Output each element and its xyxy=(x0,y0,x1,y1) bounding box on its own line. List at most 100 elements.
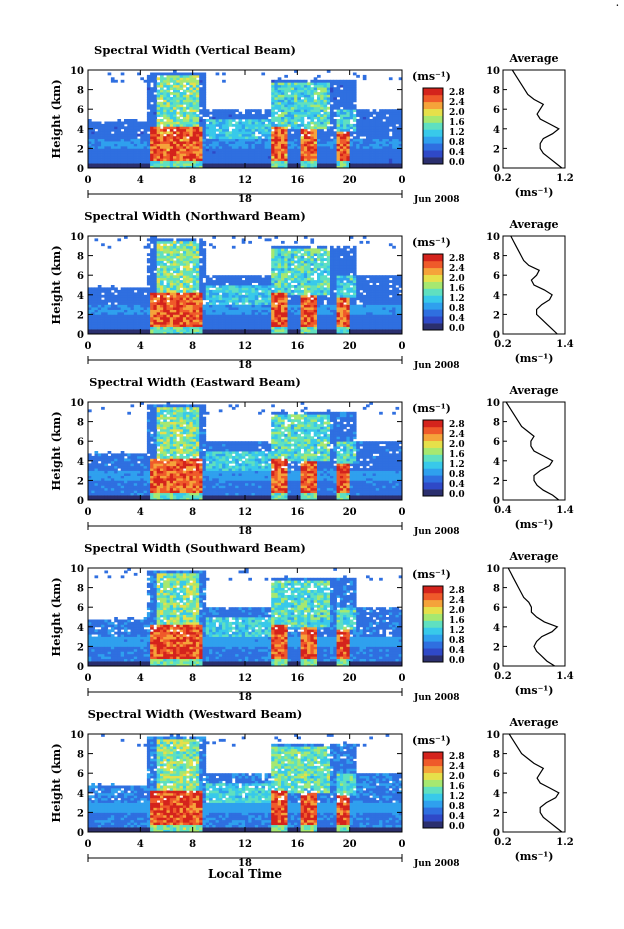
heatmap-cell xyxy=(169,77,174,81)
heatmap-cell xyxy=(97,131,102,135)
heatmap-cell xyxy=(182,160,187,164)
heatmap-cell xyxy=(117,314,122,318)
heatmap-cell xyxy=(343,106,347,110)
heatmap-cell xyxy=(101,299,105,303)
heatmap-cell xyxy=(258,116,262,120)
heatmap-cell xyxy=(130,121,135,125)
heatmap-cell xyxy=(150,119,154,122)
heatmap-cell xyxy=(101,329,105,332)
heatmap-cell xyxy=(150,267,154,271)
heatmap-cell xyxy=(326,270,331,274)
heatmap-cell xyxy=(166,155,171,159)
heatmap-cell xyxy=(173,311,177,315)
heatmap-cell xyxy=(153,84,158,88)
heatmap-cell xyxy=(179,126,184,130)
heatmap-cell xyxy=(88,304,92,308)
heatmap-cell xyxy=(117,145,122,149)
heatmap-cell xyxy=(182,260,187,264)
heatmap-cell xyxy=(274,119,279,122)
heatmap-cell xyxy=(238,309,243,313)
heatmap-cell xyxy=(137,321,141,325)
heatmap-cell xyxy=(303,302,308,305)
heatmap-cell xyxy=(97,324,102,328)
heatmap-cell xyxy=(209,116,213,120)
heatmap-cell xyxy=(248,240,252,244)
heatmap-cell xyxy=(117,119,122,122)
heatmap-cell xyxy=(146,314,151,318)
heatmap-cell xyxy=(271,84,275,88)
heatmap-cell xyxy=(375,114,380,117)
heatmap-cell xyxy=(150,128,154,132)
heatmap-cell xyxy=(146,267,151,271)
heatmap-cell xyxy=(114,150,118,154)
heatmap-cell xyxy=(101,153,105,157)
heatmap-cell xyxy=(117,329,122,332)
heatmap-cell xyxy=(320,319,324,323)
heatmap-cell xyxy=(195,153,200,157)
heatmap-cell xyxy=(150,145,154,149)
heatmap-cell xyxy=(281,158,285,162)
heatmap-cell xyxy=(176,319,180,323)
heatmap-cell xyxy=(212,311,216,315)
heatmap-cell xyxy=(97,143,102,147)
heatmap-cell xyxy=(202,307,207,310)
heatmap-cell xyxy=(320,109,324,113)
heatmap-cell xyxy=(156,250,161,254)
heatmap-cell xyxy=(130,145,135,149)
heatmap-cell xyxy=(179,238,184,242)
heatmap-cell xyxy=(307,307,311,310)
heatmap-cell xyxy=(277,150,282,154)
heatmap-cell xyxy=(333,311,337,315)
heatmap-cell xyxy=(186,275,190,279)
heatmap-cell xyxy=(202,326,207,330)
heatmap-cell xyxy=(290,143,295,147)
heatmap-cell xyxy=(271,116,275,120)
heatmap-cell xyxy=(91,148,95,152)
heatmap-cell xyxy=(359,143,364,147)
heatmap-cell xyxy=(189,74,194,78)
heatmap-cell xyxy=(202,153,207,157)
heatmap-cell xyxy=(261,116,266,120)
heatmap-cell xyxy=(130,133,135,137)
heatmap-cell xyxy=(110,121,115,125)
heatmap-cell xyxy=(313,248,318,252)
heatmap-cell xyxy=(222,307,226,310)
heatmap-cell xyxy=(153,248,158,252)
heatmap-cell xyxy=(323,253,328,257)
heatmap-cell xyxy=(313,106,318,110)
heatmap-cell xyxy=(195,250,200,254)
heatmap-cell xyxy=(310,326,315,330)
heatmap-cell xyxy=(199,101,203,105)
heatmap-cell xyxy=(271,153,275,157)
heatmap-cell xyxy=(300,99,305,103)
heatmap-cell xyxy=(359,150,364,154)
heatmap-cell xyxy=(366,131,370,135)
heatmap-cell xyxy=(101,163,105,166)
heatmap-cell xyxy=(143,141,148,144)
heatmap-cell xyxy=(160,101,164,105)
heatmap-cell xyxy=(153,267,158,271)
heatmap-cell xyxy=(300,79,305,83)
heatmap-cell xyxy=(320,277,324,281)
heatmap-cell xyxy=(117,123,122,127)
heatmap-cell xyxy=(160,74,164,78)
heatmap-cell xyxy=(323,270,328,274)
heatmap-cell xyxy=(163,304,167,308)
heatmap-cell xyxy=(320,331,324,335)
heatmap-cell xyxy=(186,277,190,281)
heatmap-cell xyxy=(104,319,109,323)
heatmap-cell xyxy=(199,292,203,296)
heatmap-cell xyxy=(300,294,305,298)
heatmap-cell xyxy=(140,148,144,152)
heatmap-cell xyxy=(369,150,373,154)
heatmap-cell xyxy=(245,304,249,308)
heatmap-cell xyxy=(245,158,249,162)
heatmap-cell xyxy=(231,158,236,162)
heatmap-cell xyxy=(107,316,112,320)
heatmap-cell xyxy=(182,145,187,149)
heatmap-cell xyxy=(267,311,272,315)
heatmap-cell xyxy=(166,255,171,259)
heatmap-cell xyxy=(235,304,239,308)
heatmap-cell xyxy=(392,123,396,127)
heatmap-cell xyxy=(166,331,171,335)
